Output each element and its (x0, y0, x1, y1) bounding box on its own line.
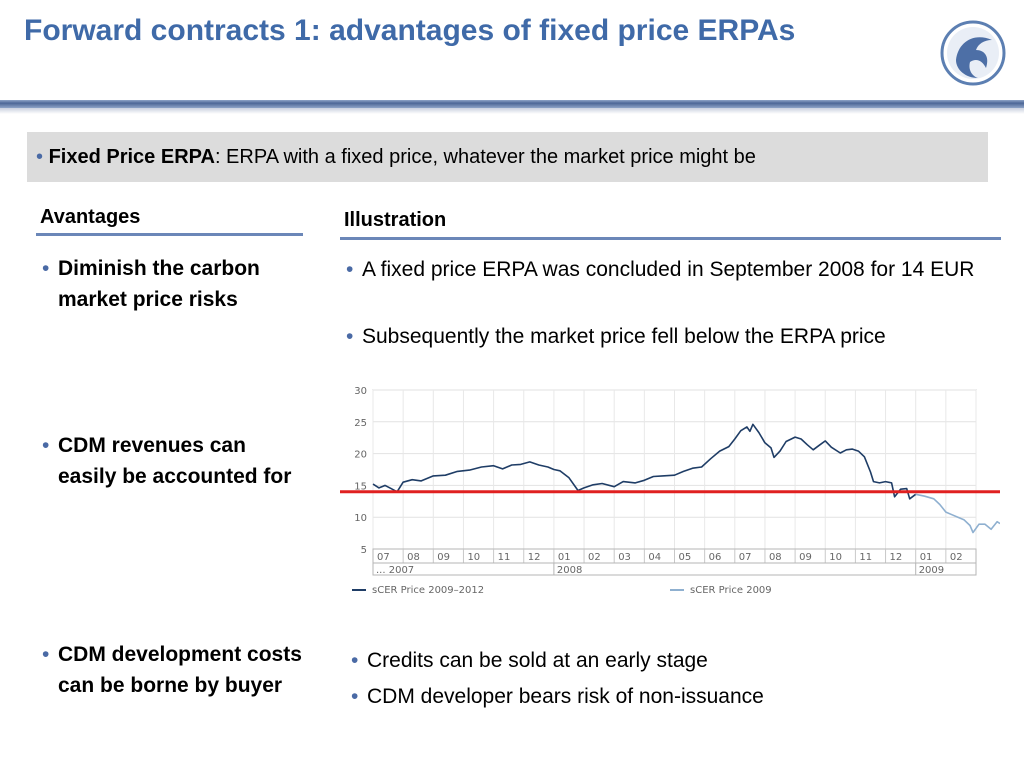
illustration-bullet: • CDM developer bears risk of non-issuan… (351, 682, 967, 712)
illustration-heading: Illustration (344, 209, 447, 231)
advantage-text: CDM development costs can be borne by bu… (58, 643, 302, 697)
definition-box (27, 132, 988, 182)
bullet-dot: • (351, 685, 359, 708)
bullet-dot: • (346, 258, 354, 281)
year-label: 2009 (919, 565, 944, 576)
advantage-item: • CDM revenues can easily be accounted f… (42, 430, 308, 492)
y-tick-label: 20 (354, 450, 367, 461)
price-chart-svg: 5 10 15 20 25 30 07 08 09 10 11 12 01 02 03 04 05 06 07 08 0… (340, 386, 1001, 596)
definition-text: : ERPA with a fixed price, whatever the … (214, 146, 756, 168)
illustration-text: A fixed price ERPA was concluded in Sept… (362, 258, 975, 281)
illustration-text: Subsequently the market price fell below… (362, 325, 886, 348)
x-tick-label: 09 (799, 552, 812, 563)
y-tick-label: 15 (354, 481, 367, 492)
slide-title: Forward contracts 1: advantages of fixed… (24, 14, 796, 47)
x-tick-label: 11 (498, 552, 511, 563)
price-chart: 5 10 15 20 25 30 07 08 09 10 11 12 01 02 03 04 05 06 07 08 0… (340, 383, 1001, 613)
x-tick-label: 08 (769, 552, 782, 563)
advantage-text: Diminish the carbon market price risks (58, 257, 260, 311)
bullet-dot: • (351, 649, 359, 672)
bullet-dot: • (42, 434, 50, 457)
y-tick-label: 10 (354, 513, 367, 524)
x-tick-label: 04 (648, 552, 661, 563)
illustration-bullet: • Subsequently the market price fell bel… (346, 322, 992, 352)
year-label: 2008 (557, 565, 582, 576)
bullet-dot: • (346, 325, 354, 348)
illustration-bullet: • Credits can be sold at an early stage (351, 646, 967, 676)
x-tick-label: 01 (558, 552, 571, 563)
x-tick-label: 08 (407, 552, 420, 563)
x-tick-label: 12 (890, 552, 903, 563)
y-tick-label: 25 (354, 418, 367, 429)
advantage-text: CDM revenues can easily be accounted for (58, 434, 292, 488)
bullet-dot: • (36, 146, 44, 168)
year-label: ... 2007 (376, 565, 414, 576)
x-tick-label: 12 (528, 552, 541, 563)
x-tick-label: 02 (588, 552, 601, 563)
header-rule (0, 100, 1024, 108)
advantage-item: • Diminish the carbon market price risks (42, 253, 308, 315)
y-tick-label: 5 (361, 545, 367, 556)
x-tick-label: 10 (829, 552, 842, 563)
avantages-rule (36, 233, 303, 236)
x-tick-label: 05 (679, 552, 692, 563)
bullet-dot: • (42, 643, 50, 666)
x-tick-label: 02 (950, 552, 963, 563)
series-line (372, 423, 917, 500)
illustration-bullet: • A fixed price ERPA was concluded in Se… (346, 255, 992, 285)
avantages-heading: Avantages (40, 206, 141, 228)
y-tick-label: 30 (354, 386, 367, 397)
x-tick-label: 06 (709, 552, 722, 563)
year-band (372, 562, 977, 576)
x-tick-label: 01 (920, 552, 933, 563)
x-tick-label: 07 (377, 552, 390, 563)
x-tick-label: 11 (859, 552, 872, 563)
definition-bullet: • Fixed Price ERPA: ERPA with a fixed pr… (36, 146, 756, 169)
x-tick-label: 10 (467, 552, 480, 563)
eagle-logo-icon (940, 20, 1006, 86)
x-tick-label: 03 (618, 552, 631, 563)
x-tick-label: 09 (437, 552, 450, 563)
header-rule-shadow (0, 108, 1024, 114)
illustration-text: CDM developer bears risk of non-issuance (367, 685, 764, 708)
bullet-dot: • (42, 257, 50, 280)
illustration-rule (340, 237, 1001, 240)
legend-label: sCER Price 2009 (690, 585, 772, 596)
advantage-item: • CDM development costs can be borne by … (42, 639, 308, 701)
series-line (915, 493, 1001, 534)
legend-label: sCER Price 2009–2012 (372, 585, 484, 596)
x-tick-label: 07 (739, 552, 752, 563)
definition-term: Fixed Price ERPA (48, 146, 215, 168)
illustration-text: Credits can be sold at an early stage (367, 649, 708, 672)
